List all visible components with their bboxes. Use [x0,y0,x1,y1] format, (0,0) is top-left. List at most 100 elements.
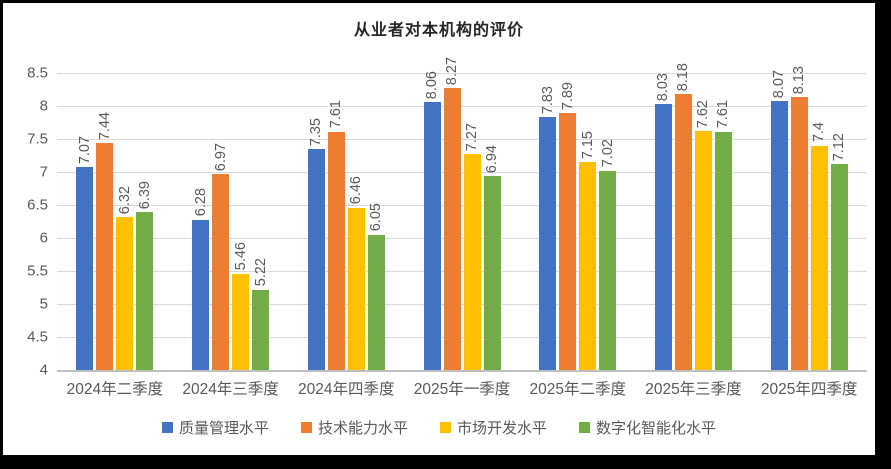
bar [347,207,365,370]
bar-column: 6.39 [136,181,154,370]
bar-value-label: 7.83 [539,85,556,115]
bar-value-label: 7.27 [464,122,481,152]
legend-label: 市场开发水平 [457,420,548,437]
y-tick-label: 6.5 [27,196,48,214]
y-tick-label: 4.5 [27,328,48,346]
bar-group: 7.83 7.89 7.15 7.02 [539,82,617,370]
bar-column: 7.4 [810,122,828,370]
legend-swatch [161,422,173,433]
bar-value-label: 7.35 [308,117,325,146]
x-axis-labels: 2024年二季度 2024年三季度 2024年四季度 2025年一季度 2025年二季度… [57,377,867,399]
y-tick-label: 5.5 [27,262,48,280]
category-slot: 8.06 8.27 7.27 6.94 [404,57,520,370]
bar-column: 7.44 [96,111,114,370]
bar-column: 7.62 [694,99,712,370]
bar-column: 8.06 [423,70,441,370]
bar [463,154,481,370]
bar-value-label: 6.97 [212,142,229,171]
gridline [57,139,867,140]
bar [599,170,617,370]
bar-value-label: 7.12 [831,132,848,162]
y-tick-label: 6 [39,229,48,247]
bar-value-label: 8.06 [424,70,441,99]
bar [579,162,597,370]
gridline [57,238,867,239]
bar-column: 7.07 [76,136,94,370]
bar-value-label: 7.15 [579,130,596,160]
bar-value-label: 6.28 [192,188,209,217]
bar-value-label: 7.62 [695,99,712,129]
bar-group: 8.06 8.27 7.27 6.94 [423,57,501,370]
bar [714,131,732,370]
bar-value-label: 7.02 [599,139,616,168]
bar-value-label: 5.46 [232,242,249,271]
bar [654,104,672,370]
bar-column: 7.02 [599,139,617,370]
x-axis-label: 2025年二季度 [529,381,626,398]
y-tick-label: 8.5 [27,64,48,82]
bar [252,289,270,370]
bar-column: 6.97 [212,142,230,370]
bar-column: 6.05 [367,203,385,370]
bar [307,148,325,370]
bar-value-label: 8.18 [675,62,692,92]
bar-column: 7.83 [539,85,557,370]
legend-label: 质量管理水平 [178,420,269,437]
bar [559,113,577,370]
bar-group: 8.03 8.18 7.62 7.61 [654,62,732,370]
bar [694,131,712,370]
bar-value-label: 8.07 [771,70,788,99]
bar-column: 7.89 [559,82,577,370]
bar-value-label: 7.07 [76,136,93,165]
y-tick-label: 8 [39,97,48,115]
y-tick-label: 7 [39,163,48,181]
legend-swatch [440,422,451,433]
x-axis-label: 2024年三季度 [182,381,279,398]
bar [212,174,230,370]
bar-group: 7.07 7.44 6.32 6.39 [76,111,154,370]
x-axis-label: 2024年四季度 [298,381,395,398]
bar [136,212,154,370]
legend-label: 技术能力水平 [317,420,408,437]
x-axis-line [57,370,867,372]
bar [483,176,501,370]
bar-value-label: 6.32 [116,185,133,214]
bar-value-label: 7.44 [96,111,113,140]
bar-value-label: 6.39 [136,181,153,210]
bar-column: 7.27 [463,122,481,370]
category-slot: 8.07 8.13 7.4 7.12 [751,66,867,370]
bar-column: 7.35 [307,117,325,370]
bar-value-label: 8.13 [791,66,808,95]
x-axis-label: 2024年二季度 [66,381,164,398]
bar [830,164,848,370]
bar-value-label: 6.46 [348,176,365,205]
bar-column: 6.46 [347,176,365,370]
chart-body: 8.5 8 7.5 7 6.5 6 5.5 5 4.5 4 7.07 7.44 6.32 6.39 6.2… [11,57,867,379]
legend-label: 数字化智能化水平 [596,420,717,437]
category-slot: 6.28 6.97 5.46 5.22 [173,143,289,370]
x-axis-label: 2025年三季度 [645,381,742,398]
bar [443,88,461,370]
category-slot: 7.35 7.61 6.46 6.05 [288,100,404,370]
bar-column: 7.61 [327,100,345,370]
legend-swatch [300,422,312,433]
x-axis-label: 2025年四季度 [760,381,858,398]
bar-value-label: 7.4 [811,122,828,143]
bar-groups: 7.07 7.44 6.32 6.39 6.28 6.97 5.46 5.22 7.35 7.61… [57,57,867,370]
bar-column: 8.27 [443,57,461,370]
legend-item: 技术能力水平 [300,417,408,438]
bar-column: 7.12 [830,132,848,370]
bar-column: 7.15 [579,130,597,370]
y-tick-label: 7.5 [27,130,48,148]
gridline [57,172,867,173]
bar [790,97,808,370]
gridline [57,205,867,206]
legend-item: 市场开发水平 [440,417,547,438]
gridline [57,304,867,305]
y-axis: 8.5 8 7.5 7 6.5 6 5.5 5 4.5 4 [11,65,57,379]
gridline [57,73,867,74]
bar-column: 8.03 [654,73,672,370]
bar [327,131,345,370]
bar [367,234,385,370]
